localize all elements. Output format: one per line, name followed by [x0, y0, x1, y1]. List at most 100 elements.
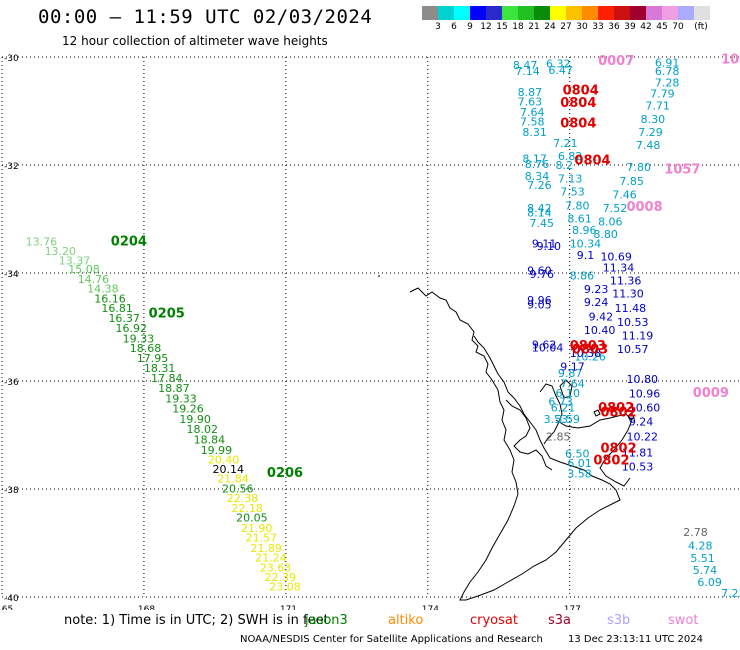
wave-height-value: 9.24	[584, 296, 609, 309]
color-scale-tick: 12	[480, 22, 492, 32]
pass-time-label: 0206	[267, 466, 303, 481]
wave-height-value: 8.42	[527, 202, 552, 215]
satellite-legend-s3a: s3a	[548, 613, 572, 628]
color-scale-tick: 9	[467, 22, 473, 32]
color-scale-tick: 24	[544, 22, 556, 32]
longitude-label: 168	[138, 605, 155, 610]
wave-height-value: 6.32	[546, 57, 571, 70]
wave-height-value: 2.85	[546, 431, 571, 444]
wave-height-value: 10.69	[600, 250, 632, 263]
latitude-label: -30	[4, 54, 19, 64]
wave-height-value: 10.53	[622, 460, 654, 473]
color-swatch	[534, 6, 550, 20]
longitude-label: 177	[564, 605, 581, 610]
pass-time-label: 0007	[598, 54, 634, 69]
wave-height-value: 9.76	[529, 268, 554, 281]
white-island	[627, 413, 635, 421]
wave-height-value: 8.17	[522, 153, 547, 166]
map-subtitle: 12 hour collection of altimeter wave hei…	[62, 34, 328, 48]
wave-height-value: 3.58	[567, 467, 592, 480]
wave-height-value: 8.31	[522, 126, 547, 139]
wave-height-value: 16.37	[108, 312, 140, 325]
wave-height-value: 7.29	[638, 126, 663, 139]
wave-height-value: 10.96	[629, 387, 661, 400]
color-scale-tick: 70	[672, 22, 684, 32]
coromandel-peninsula	[539, 383, 563, 445]
wave-height-value: 13.37	[59, 255, 90, 268]
wave-height-value: 17.95	[137, 352, 169, 365]
wave-height-value: 10.26	[574, 351, 606, 364]
wave-height-value: 8.06	[598, 216, 623, 229]
color-scale-tick: 27	[560, 22, 572, 32]
color-swatch	[678, 6, 694, 20]
wave-height-value: 8.80	[593, 228, 618, 241]
wave-height-value: 23.63	[260, 561, 292, 574]
wave-height-value: 9.10	[537, 240, 562, 253]
pass-time-label: 1057	[664, 162, 700, 177]
wave-height-value: 9.60	[527, 264, 552, 277]
wave-height-value: 22.39	[265, 571, 297, 584]
color-swatch	[486, 6, 502, 20]
wave-height-value: 18.31	[144, 362, 176, 375]
wave-height-value: 10.38	[570, 347, 602, 360]
map-title: 00:00 – 11:59 UTC 02/03/2024	[38, 6, 373, 28]
color-scale-tick: 18	[512, 22, 524, 32]
color-scale-tick: 39	[624, 22, 636, 32]
axis-labels: -30 -32 -34 -36 -38 -40165 168 171 174 177	[0, 54, 581, 610]
longitude-label: 165	[0, 605, 13, 610]
great-barrier-island	[559, 379, 573, 399]
latitude-label: -40	[4, 594, 19, 604]
color-scale-tick: 45	[656, 22, 668, 32]
wave-height-value: 14.38	[87, 283, 119, 296]
satellite-legend-jason3: jason3	[305, 613, 348, 628]
wave-height-value: 10.80	[626, 373, 658, 386]
wave-height-value: 11.30	[612, 288, 644, 301]
color-swatch	[694, 6, 710, 20]
pass-time-label: 0802	[598, 401, 634, 416]
color-scale-labels: 3 6 9 12 15 18 21 24 27 30 33 36 39 42 45 70 (ft)	[422, 22, 740, 34]
wave-height-value: 8.34	[525, 170, 550, 183]
wave-height-value: 18.02	[187, 423, 219, 436]
wave-height-value: 9.87	[558, 367, 583, 380]
wave-height-value: 7.26	[527, 179, 552, 192]
wave-height-value: 9.17	[560, 360, 585, 373]
wave-height-value: 20.05	[236, 512, 268, 525]
color-scale-tick: 15	[496, 22, 508, 32]
wave-height-value: 21.84	[217, 473, 249, 486]
wave-height-value: 19.26	[172, 403, 204, 416]
wave-height-value: 9.1	[577, 249, 595, 262]
color-swatch	[662, 6, 678, 20]
wave-height-value: 7.28	[655, 76, 680, 89]
wave-height-value: 6.82	[558, 150, 583, 163]
color-swatch	[422, 6, 438, 20]
wave-height-value: 9.62	[532, 338, 557, 351]
wave-height-value: 3.59	[556, 413, 581, 426]
pass-time-label: 0802	[600, 442, 636, 457]
wave-height-value: 10.40	[584, 324, 616, 337]
longitude-label: 171	[280, 605, 297, 610]
wave-height-value: 7.58	[520, 115, 545, 128]
wave-height-value: 8.86	[570, 270, 595, 283]
auckland-bays	[505, 399, 553, 471]
wave-height-value: 8.87	[518, 86, 543, 99]
wave-height-value: 7.52	[603, 202, 628, 215]
wave-height-value: 7.45	[529, 217, 554, 230]
color-scale-tick: 36	[608, 22, 620, 32]
wave-height-value: 9.24	[629, 416, 654, 429]
wave-height-value: 8.96	[572, 224, 597, 237]
credit-line: NOAA/NESDIS Center for Satellite Applica…	[240, 634, 543, 645]
wave-height-value: 9.05	[527, 298, 552, 311]
color-swatch	[454, 6, 470, 20]
wave-height-value: 6.09	[697, 576, 722, 589]
satellite-legend-swot: swot	[668, 613, 699, 628]
wave-height-value: 21.90	[241, 522, 273, 535]
wave-height-value: 19.33	[123, 332, 155, 345]
mayor-island	[593, 409, 601, 417]
wave-height-value: 20.40	[208, 453, 240, 466]
footnote: note: 1) Time is in UTC; 2) SWH is in fe…	[64, 613, 329, 628]
pass-time-label: 0803	[572, 343, 608, 358]
latitude-label: -38	[4, 486, 19, 496]
wave-height-value: 7.14	[515, 65, 540, 78]
wave-height-value: 7.53	[560, 185, 585, 198]
color-swatch	[470, 6, 486, 20]
